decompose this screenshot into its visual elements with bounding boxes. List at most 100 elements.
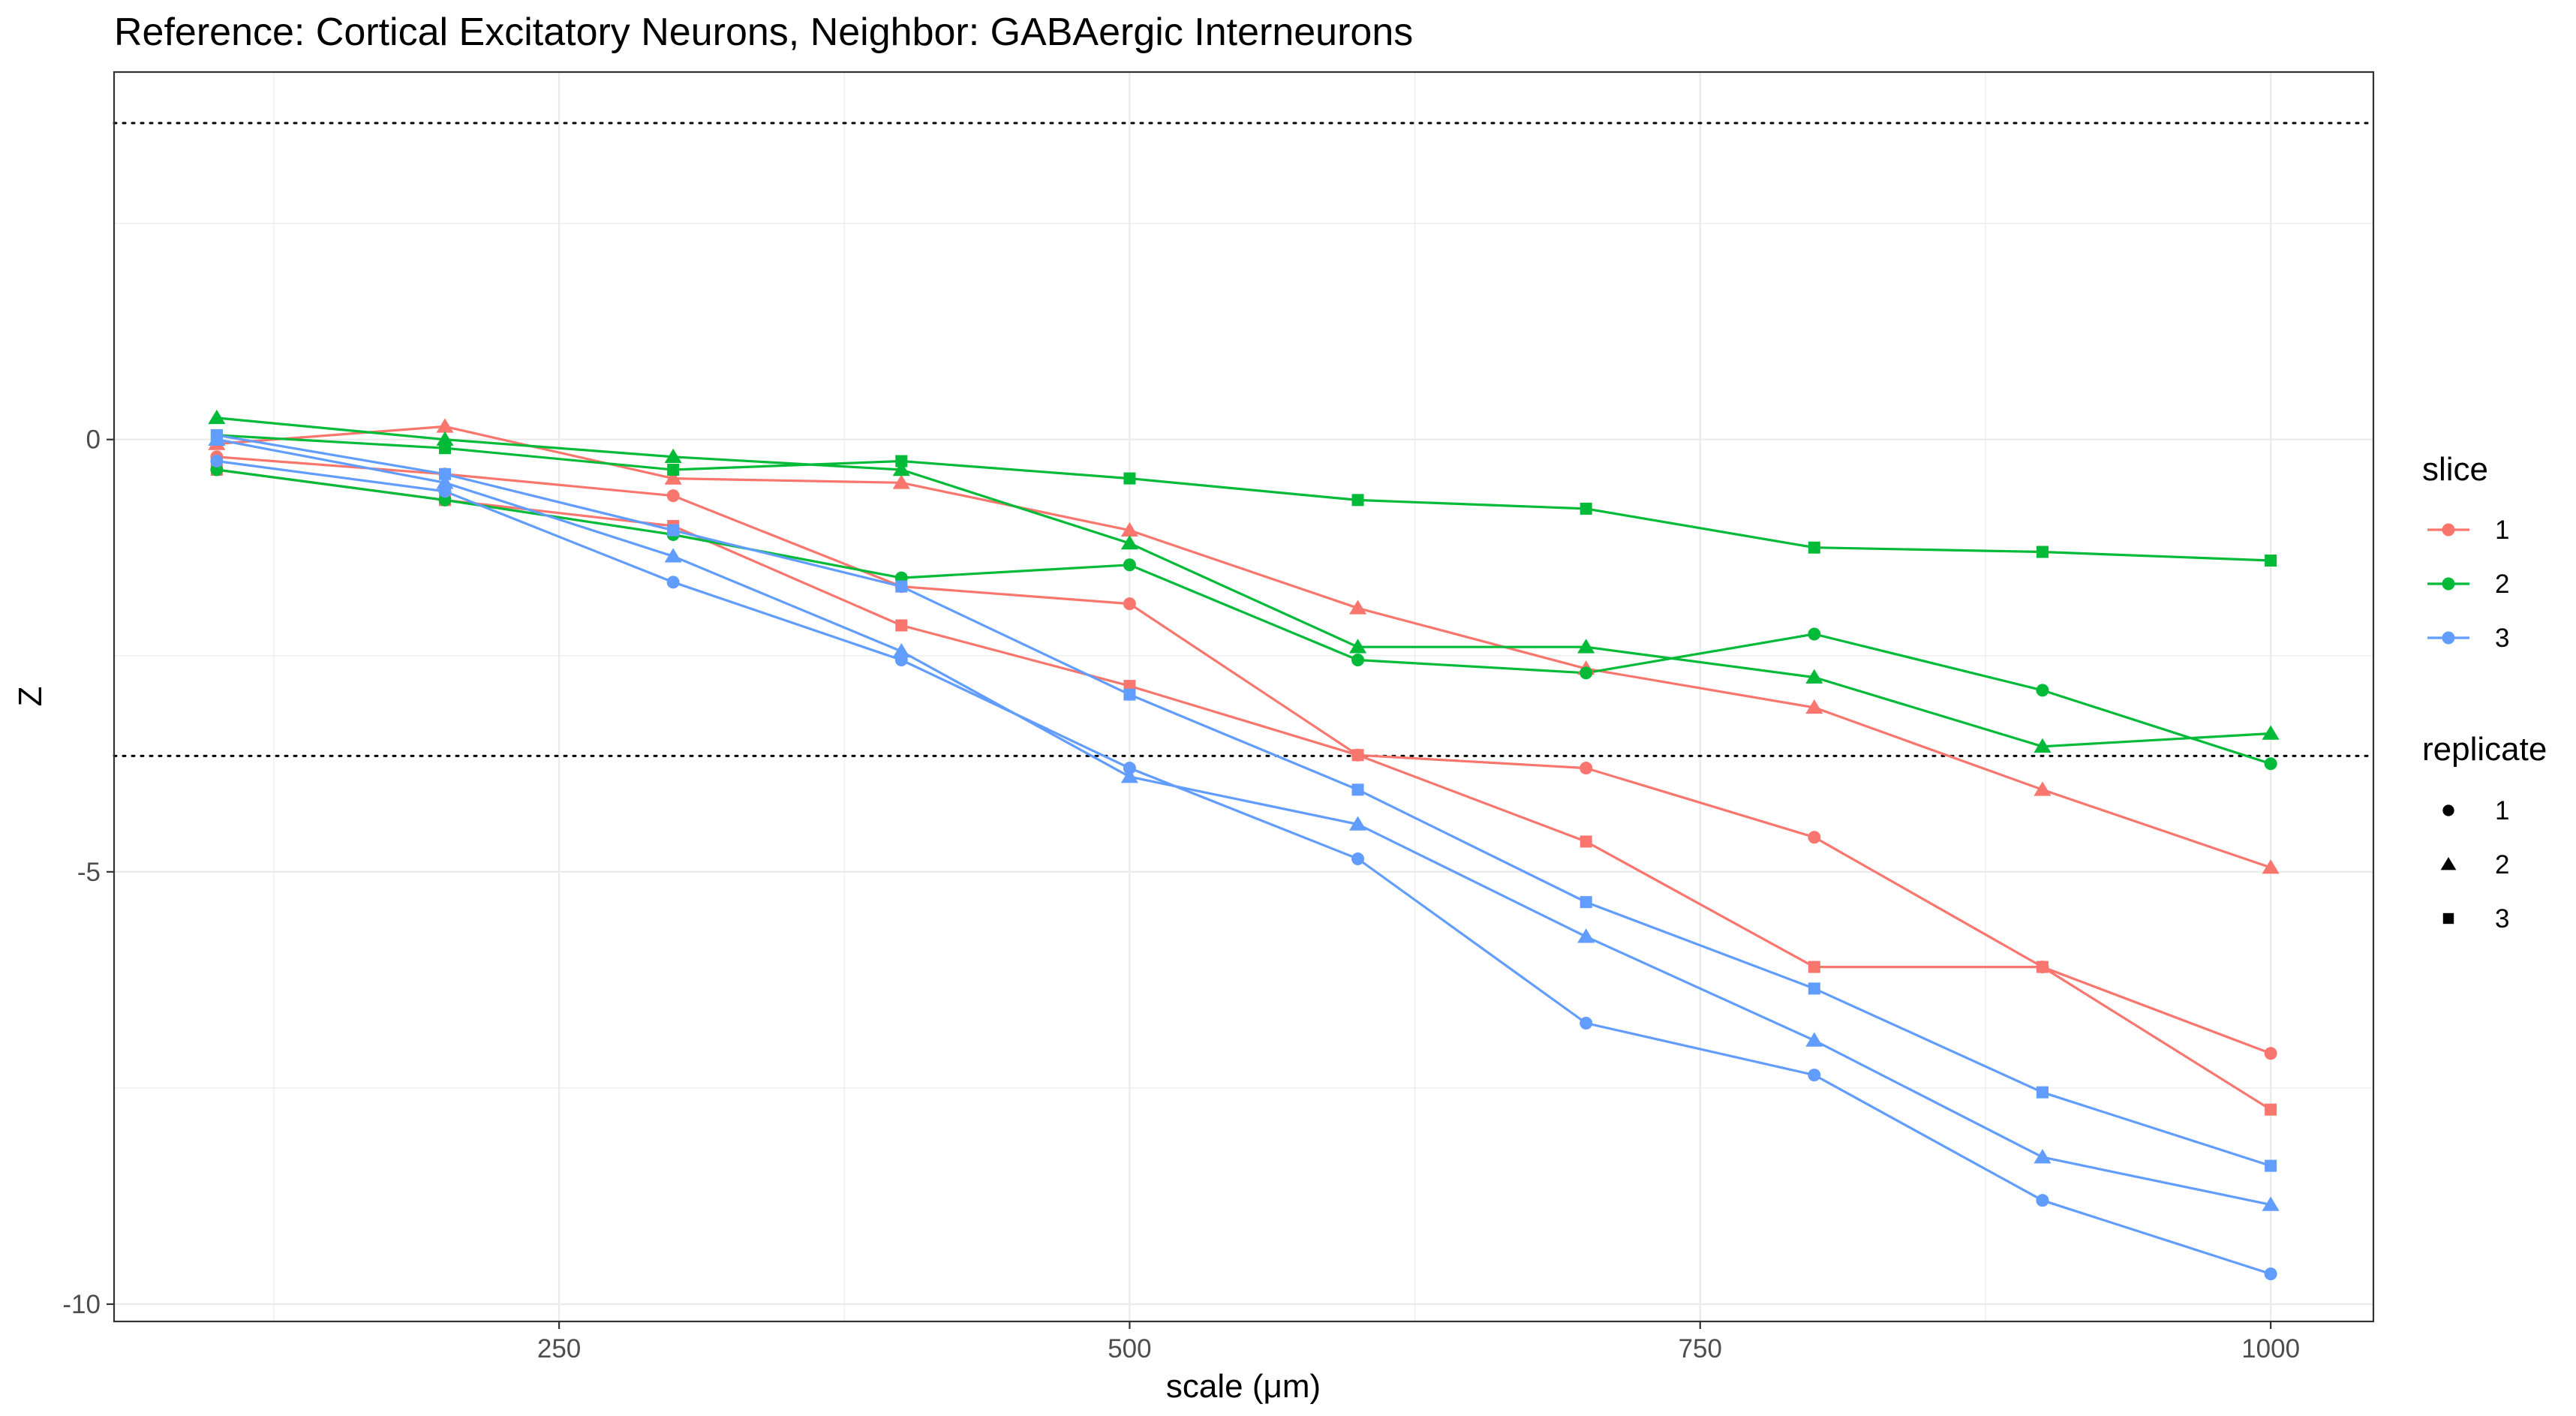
data-point-slice1-rep2 [1120, 522, 1138, 537]
data-point-slice1-rep1 [666, 489, 680, 503]
data-point-slice2-rep3 [1351, 494, 1364, 507]
legend-label-rep2: 2 [2495, 850, 2509, 879]
data-point-slice3-rep1 [1123, 762, 1136, 775]
data-point-slice2-rep3 [2036, 546, 2048, 558]
data-point-slice2-rep1 [1351, 654, 1365, 667]
legend-slice-keys: 1 2 3 [2427, 516, 2509, 653]
data-point-slice3-rep2 [1805, 1032, 1823, 1047]
data-point-slice2-rep2 [436, 431, 454, 446]
x-axis-label: scale (μm) [1166, 1368, 1321, 1405]
data-point-slice2-rep2 [892, 461, 910, 477]
y-axis-label: Z [12, 687, 49, 707]
plot-background [114, 72, 2373, 1321]
data-point-slice2-rep3 [1123, 472, 1136, 485]
data-point-slice2-rep1 [2036, 684, 2049, 697]
data-point-slice3-rep3 [1808, 982, 1820, 995]
data-point-slice3-rep2 [1577, 928, 1595, 943]
data-point-slice1-rep1 [2264, 1047, 2277, 1060]
series-line-slice3-rep1 [216, 459, 2271, 1276]
x-axis-ticks: 250 500 750 1000 [537, 1321, 2300, 1363]
series-lines [216, 416, 2271, 1276]
data-point-slice1-rep2 [664, 470, 682, 485]
legend-key-point-slice1 [2442, 523, 2455, 537]
data-point-slice1-rep1 [1580, 762, 1593, 775]
plot-border [113, 71, 2375, 1323]
legend-label-rep3: 3 [2495, 904, 2509, 933]
data-point-slice2-rep3 [1580, 502, 1592, 515]
legend-title-replicate: replicate [2422, 731, 2547, 768]
data-point-slice1-rep2 [2033, 781, 2051, 796]
data-point-slice3-rep3 [1351, 783, 1364, 796]
data-point-slice2-rep3 [439, 442, 452, 455]
data-point-slice3-rep3 [439, 467, 452, 480]
legend-label-slice2: 2 [2495, 570, 2509, 599]
data-point-slice1-rep2 [2262, 859, 2280, 874]
data-point-slice3-rep2 [1120, 768, 1138, 783]
series-line-slice2-rep2 [216, 416, 2271, 748]
y-tick-label: -10 [62, 1290, 101, 1319]
data-point-slice1-rep3 [1580, 835, 1592, 848]
data-point-slice3-rep3 [210, 428, 223, 441]
data-point-slice1-rep2 [892, 474, 910, 489]
legend-label-slice1: 1 [2495, 516, 2509, 545]
series-line-slice1-rep1 [216, 455, 2271, 1055]
series-line-slice1-rep3 [216, 468, 2271, 1111]
data-point-slice3-rep2 [664, 548, 682, 563]
data-point-slice3-rep1 [666, 576, 680, 589]
data-point-slice3-rep1 [1808, 1069, 1821, 1082]
data-point-slice2-rep2 [2033, 738, 2051, 753]
data-point-slice2-rep2 [1805, 669, 1823, 684]
data-point-slice3-rep2 [1349, 816, 1367, 831]
data-point-slice2-rep2 [208, 409, 226, 425]
data-point-slice3-rep3 [1123, 688, 1136, 701]
data-point-slice1-rep3 [1351, 749, 1364, 762]
data-point-slice3-rep3 [1580, 896, 1592, 909]
y-axis-ticks: 0 -5 -10 [62, 425, 114, 1319]
legend-replicate-keys: 1 2 3 [2440, 796, 2509, 933]
data-point-slice2-rep1 [2264, 757, 2277, 771]
data-point-slice3-rep1 [210, 455, 224, 468]
data-point-slice3-rep1 [1580, 1016, 1593, 1030]
minor-gridlines [114, 72, 2373, 1321]
x-tick-label: 1000 [2241, 1334, 2300, 1363]
data-point-slice1-rep3 [2036, 961, 2048, 973]
data-point-slice1-rep3 [1808, 961, 1820, 973]
data-point-slice1-rep2 [436, 418, 454, 433]
data-point-slice2-rep3 [1808, 541, 1820, 554]
legend: slice replicate 1 2 3 1 2 3 [2422, 451, 2547, 933]
legend-label-rep1: 1 [2495, 796, 2509, 825]
series-line-slice3-rep2 [216, 438, 2271, 1206]
data-point-slice2-rep2 [1577, 639, 1595, 654]
data-point-slice3-rep3 [895, 580, 908, 593]
data-point-slice3-rep2 [2033, 1149, 2051, 1164]
data-point-slice2-rep2 [2262, 725, 2280, 740]
series-line-slice2-rep1 [216, 468, 2271, 765]
legend-key-shape-rep2 [2440, 857, 2457, 870]
reference-lines [113, 122, 2375, 757]
x-tick-label: 250 [537, 1334, 581, 1363]
data-point-slice2-rep3 [895, 455, 908, 467]
data-point-slice3-rep1 [1351, 852, 1365, 866]
series-line-slice2-rep3 [216, 434, 2271, 562]
series-line-slice3-rep3 [216, 434, 2271, 1168]
data-point-slice3-rep3 [667, 524, 680, 537]
data-point-slice3-rep1 [2036, 1194, 2049, 1207]
chart-title: Reference: Cortical Excitatory Neurons, … [114, 11, 1413, 54]
data-point-slice1-rep1 [1123, 597, 1136, 611]
data-point-slice1-rep3 [895, 619, 908, 632]
data-point-slice2-rep2 [664, 448, 682, 464]
data-point-slice3-rep2 [892, 643, 910, 658]
series-line-slice1-rep2 [216, 425, 2271, 869]
data-point-slice1-rep2 [1349, 600, 1367, 615]
legend-key-point-slice2 [2442, 577, 2455, 591]
data-point-slice2-rep2 [1120, 534, 1138, 550]
data-point-slice1-rep2 [1805, 699, 1823, 714]
data-point-slice1-rep1 [1808, 831, 1821, 844]
x-tick-label: 500 [1108, 1334, 1151, 1363]
data-point-slice3-rep2 [2262, 1196, 2280, 1211]
series-points [208, 409, 2280, 1281]
data-point-slice1-rep3 [2265, 1103, 2277, 1116]
legend-label-slice3: 3 [2495, 624, 2509, 653]
legend-title-slice: slice [2422, 451, 2488, 488]
